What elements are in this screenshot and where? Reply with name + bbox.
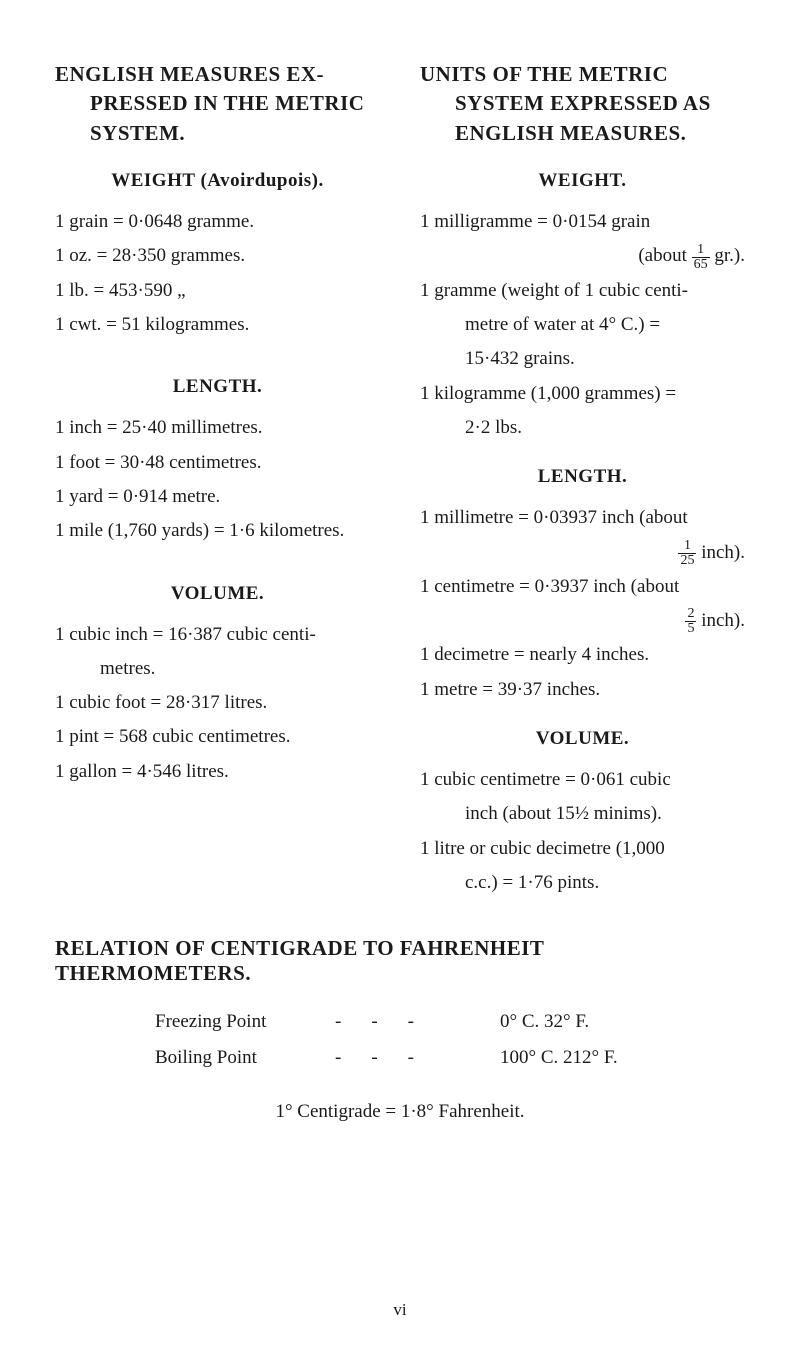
dashes: --- xyxy=(335,1040,500,1076)
inch-suffix: inch). xyxy=(696,610,745,631)
right-weight-line: 15·432 grains. xyxy=(420,343,745,375)
left-length-line: 1 foot = 30·48 centimetres. xyxy=(55,447,380,479)
centigrade-formula: 1° Centigrade = 1·8° Fahrenheit. xyxy=(55,1101,745,1123)
boiling-label: Boiling Point xyxy=(155,1040,335,1076)
gr-suffix: gr.). xyxy=(710,245,745,266)
left-length-line: 1 mile (1,760 yards) = 1·6 kilometres. xyxy=(55,515,380,547)
numerator: 1 xyxy=(678,539,696,554)
denominator: 25 xyxy=(678,554,696,568)
left-weight-line: 1 oz. = 28·350 grammes. xyxy=(55,240,380,272)
left-volume-line: 1 cubic inch = 16·387 cubic centi- xyxy=(55,619,380,651)
relation-title: RELATION OF CENTIGRADE TO FAHRENHEIT THE… xyxy=(55,936,745,986)
right-weight-line: 1 milligramme = 0·0154 grain xyxy=(420,206,745,238)
left-length-line: 1 inch = 25·40 millimetres. xyxy=(55,412,380,444)
right-weight-line: 1 kilogramme (1,000 grammes) = xyxy=(420,378,745,410)
right-length-line: 1 decimetre = nearly 4 inches. xyxy=(420,639,745,671)
fraction: 125 xyxy=(678,539,696,568)
right-title-line2: SYSTEM EXPRESSED AS xyxy=(420,91,711,115)
right-weight-line: 2·2 lbs. xyxy=(420,412,745,444)
left-volume-line: 1 gallon = 4·546 litres. xyxy=(55,756,380,788)
right-weight-line: (about 165 gr.). xyxy=(420,240,745,272)
left-title-line2: PRESSED IN THE METRIC xyxy=(55,91,364,115)
right-volume-line: c.c.) = 1·76 pints. xyxy=(420,867,745,899)
left-volume-line: 1 cubic foot = 28·317 litres. xyxy=(55,687,380,719)
left-weight-line: 1 grain = 0·0648 gramme. xyxy=(55,206,380,238)
right-title: UNITS OF THE METRIC SYSTEM EXPRESSED AS … xyxy=(420,60,745,148)
freezing-value: 0° C. 32° F. xyxy=(500,1004,745,1040)
relation-section: RELATION OF CENTIGRADE TO FAHRENHEIT THE… xyxy=(55,936,745,1123)
fraction: 165 xyxy=(692,243,710,272)
right-title-line1: UNITS OF THE METRIC xyxy=(420,62,668,86)
right-title-line3: ENGLISH MEASURES. xyxy=(420,121,686,145)
right-length-line: 25 inch). xyxy=(420,605,745,637)
right-weight-heading: WEIGHT. xyxy=(420,170,745,192)
right-weight-line: 1 gramme (weight of 1 cubic centi- xyxy=(420,275,745,307)
left-volume-line: metres. xyxy=(55,653,380,685)
right-length-line: 125 inch). xyxy=(420,537,745,569)
fraction: 25 xyxy=(685,607,696,636)
right-length-heading: LENGTH. xyxy=(420,466,745,488)
right-weight-line: metre of water at 4° C.) = xyxy=(420,309,745,341)
right-length-line: 1 metre = 39·37 inches. xyxy=(420,674,745,706)
left-length-heading: LENGTH. xyxy=(55,376,380,398)
denominator: 65 xyxy=(692,258,710,272)
left-weight-heading: WEIGHT (Avoirdupois). xyxy=(55,170,380,192)
left-weight-line: 1 lb. = 453·590 „ xyxy=(55,275,380,307)
dashes: --- xyxy=(335,1004,500,1040)
left-title-line1: ENGLISH MEASURES EX- xyxy=(55,62,324,86)
numerator: 2 xyxy=(685,607,696,622)
right-volume-line: 1 cubic centimetre = 0·061 cubic xyxy=(420,764,745,796)
right-length-line: 1 centimetre = 0·3937 inch (about xyxy=(420,571,745,603)
right-column: UNITS OF THE METRIC SYSTEM EXPRESSED AS … xyxy=(410,60,745,901)
freezing-label: Freezing Point xyxy=(155,1004,335,1040)
right-length-line: 1 millimetre = 0·03937 inch (about xyxy=(420,502,745,534)
inch-suffix: inch). xyxy=(696,542,745,563)
right-volume-line: inch (about 15½ minims). xyxy=(420,798,745,830)
left-column: ENGLISH MEASURES EX- PRESSED IN THE METR… xyxy=(55,60,390,901)
boiling-value: 100° C. 212° F. xyxy=(500,1040,745,1076)
relation-row: Boiling Point --- 100° C. 212° F. xyxy=(55,1040,745,1076)
right-volume-line: 1 litre or cubic decimetre (1,000 xyxy=(420,833,745,865)
left-title: ENGLISH MEASURES EX- PRESSED IN THE METR… xyxy=(55,60,380,148)
left-volume-heading: VOLUME. xyxy=(55,583,380,605)
page-number: vi xyxy=(393,1300,406,1320)
about-text: (about xyxy=(638,245,691,266)
left-weight-line: 1 cwt. = 51 kilogrammes. xyxy=(55,309,380,341)
left-volume-line: 1 pint = 568 cubic centimetres. xyxy=(55,721,380,753)
denominator: 5 xyxy=(685,622,696,636)
left-length-line: 1 yard = 0·914 metre. xyxy=(55,481,380,513)
numerator: 1 xyxy=(692,243,710,258)
left-title-line3: SYSTEM. xyxy=(55,121,185,145)
right-volume-heading: VOLUME. xyxy=(420,728,745,750)
relation-row: Freezing Point --- 0° C. 32° F. xyxy=(55,1004,745,1040)
